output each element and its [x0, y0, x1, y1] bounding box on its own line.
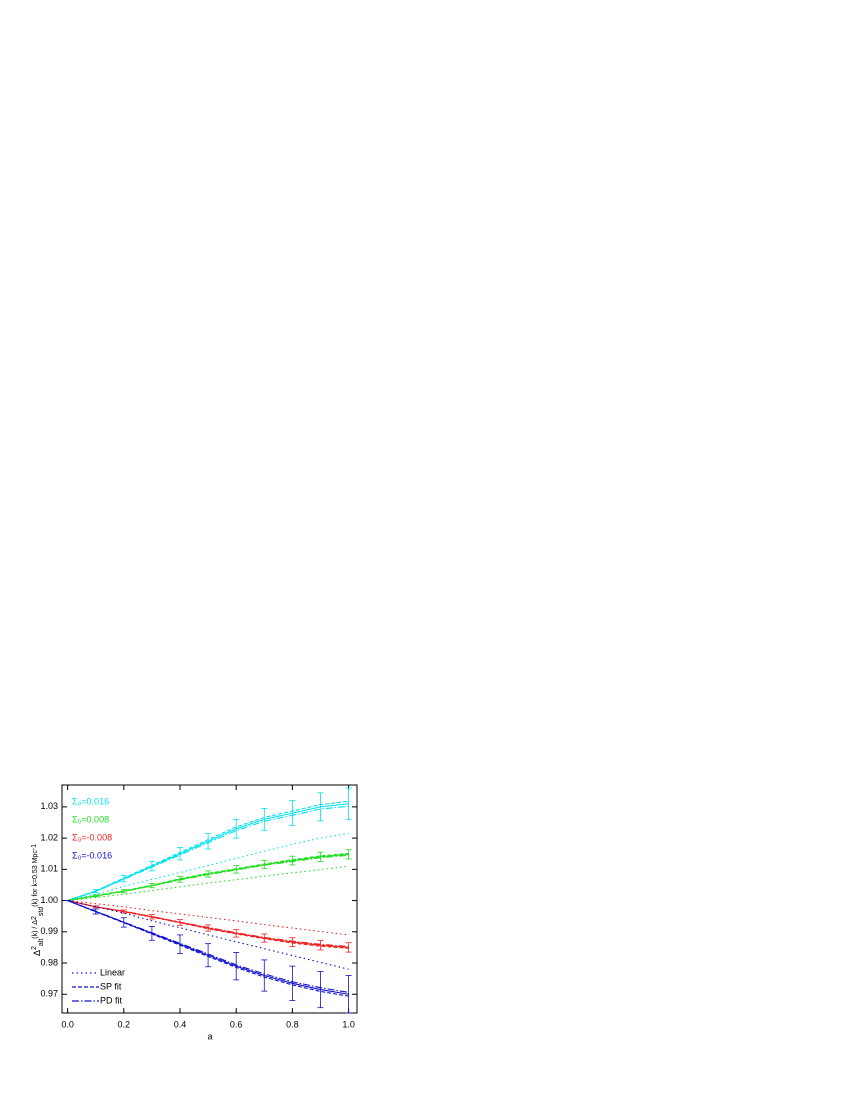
y-axis-label-part: 2 [31, 946, 38, 950]
x-tick-label: 0.8 [286, 1019, 299, 1029]
x-axis-label: a [207, 1031, 212, 1041]
x-tick-label: 1.0 [342, 1019, 355, 1029]
line [67, 900, 349, 993]
y-axis-label: Δ2alt(k) / Δ2std(k) for k=0.53 Mpc-1 [31, 844, 45, 956]
line [67, 900, 349, 949]
line [67, 852, 349, 902]
x-tick-label: 0.2 [118, 1019, 131, 1029]
y-tick-label: 0.97 [40, 989, 58, 999]
legend-label: PD fit [100, 995, 123, 1005]
legend-label: Σ₀=-0.016 [72, 850, 112, 860]
line [67, 805, 349, 902]
y-axis-label-part: -1 [31, 844, 38, 850]
legend-label: Linear [100, 967, 125, 977]
y-tick-label: 0.99 [40, 926, 58, 936]
y-axis-label-part: 2 [31, 916, 38, 920]
legend-label: Σ₀=0.016 [72, 796, 109, 806]
legend-label: Σ₀=-0.008 [72, 832, 112, 842]
line [67, 800, 349, 902]
y-tick-label: 1.03 [40, 801, 58, 811]
y-tick-label: 0.98 [40, 957, 58, 967]
legend-label: SP fit [100, 981, 122, 991]
y-axis-label-part: Δ [32, 950, 42, 956]
line [67, 854, 349, 902]
line [67, 900, 349, 948]
y-axis-label-part: (k) / Δ [32, 920, 39, 939]
line [67, 900, 349, 997]
line [67, 900, 349, 948]
y-tick-label: 1.01 [40, 864, 58, 874]
line [67, 900, 349, 970]
x-tick-label: 0.4 [174, 1019, 187, 1029]
y-axis-label-part: (k) for k=0.53 Mpc [32, 850, 39, 907]
x-tick-label: 0.6 [230, 1019, 243, 1029]
line [67, 832, 349, 902]
legend-label: Σ₀=0.008 [72, 814, 109, 824]
y-tick-label: 1.00 [40, 895, 58, 905]
x-tick-label: 0.0 [61, 1019, 74, 1029]
y-tick-label: 1.02 [40, 832, 58, 842]
plot-frame [61, 784, 358, 1014]
y-axis-label-part: std [38, 907, 45, 916]
y-axis-label-part: alt [38, 939, 45, 946]
